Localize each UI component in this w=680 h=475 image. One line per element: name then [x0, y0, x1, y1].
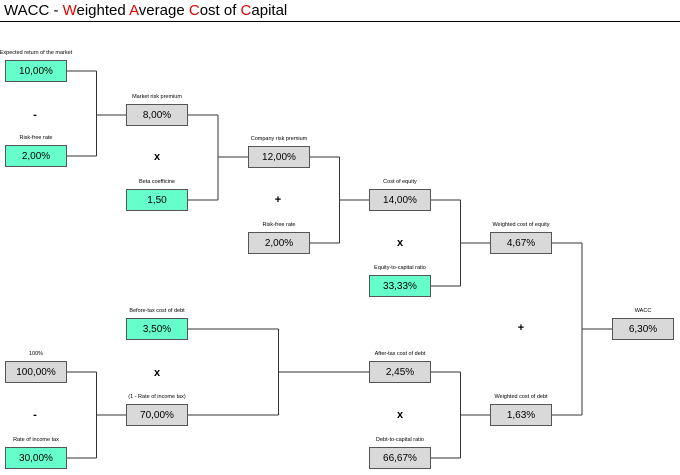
title: WACC - Weighted Average Cost of Capital — [4, 2, 287, 19]
node-value: 1,63% — [490, 404, 552, 426]
node-label: Expected return of the market — [0, 49, 73, 56]
node-label: Beta coefficine — [139, 178, 175, 185]
node-value: 2,00% — [5, 145, 67, 167]
node-label: Company risk premium — [250, 135, 308, 142]
operator: x — [396, 409, 404, 421]
node-label: Rate of income tax — [13, 436, 59, 443]
node-label: (1 - Rate of income tax) — [128, 393, 186, 400]
node-label: Before-tax cost of debt — [129, 307, 185, 314]
title-part: W — [62, 2, 77, 19]
node-label: 100% — [28, 350, 44, 357]
node-value: 12,00% — [248, 146, 310, 168]
node-label: Risk-free rate — [19, 134, 53, 141]
node-value: 14,00% — [369, 189, 431, 211]
title-part: eighted — [76, 2, 130, 19]
operator: - — [33, 409, 37, 421]
node-value: 66,67% — [369, 447, 431, 469]
node-label: WACC — [634, 307, 652, 314]
node-value: 4,67% — [490, 232, 552, 254]
title-part: WACC - — [4, 2, 63, 19]
title-part: C — [240, 2, 252, 19]
title-part: C — [188, 2, 200, 19]
node-label: Debt-to-capital ratio — [376, 436, 424, 443]
node-label: Cost of equity — [383, 178, 417, 185]
node-value: 1,50 — [126, 189, 188, 211]
node-label: Equity-to-capital ratio — [374, 264, 426, 271]
operator: x — [153, 367, 161, 379]
node-value: 10,00% — [5, 60, 67, 82]
title-part: A — [129, 2, 139, 19]
node-label: Risk-free rate — [262, 221, 296, 228]
node-label: Market risk premium — [132, 93, 182, 100]
title-part: ost of — [199, 2, 241, 19]
node-value: 3,50% — [126, 318, 188, 340]
node-value: 33,33% — [369, 275, 431, 297]
node-value: 6,30% — [612, 318, 674, 340]
node-value: 2,00% — [248, 232, 310, 254]
operator: x — [396, 237, 404, 249]
node-label: Weighted cost of equity — [492, 221, 550, 228]
node-label: After-tax cost of debt — [374, 350, 426, 357]
operator: + — [517, 322, 525, 334]
title-part: verage — [138, 2, 189, 19]
node-value: 2,45% — [369, 361, 431, 383]
operator: x — [153, 151, 161, 163]
title-rule — [0, 21, 680, 22]
node-value: 8,00% — [126, 104, 188, 126]
node-value: 30,00% — [5, 447, 67, 469]
node-label: Weighted cost of debt — [494, 393, 548, 400]
operator: + — [274, 194, 282, 206]
node-value: 100,00% — [5, 361, 67, 383]
title-part: apital — [251, 2, 288, 19]
node-value: 70,00% — [126, 404, 188, 426]
operator: - — [33, 109, 37, 121]
